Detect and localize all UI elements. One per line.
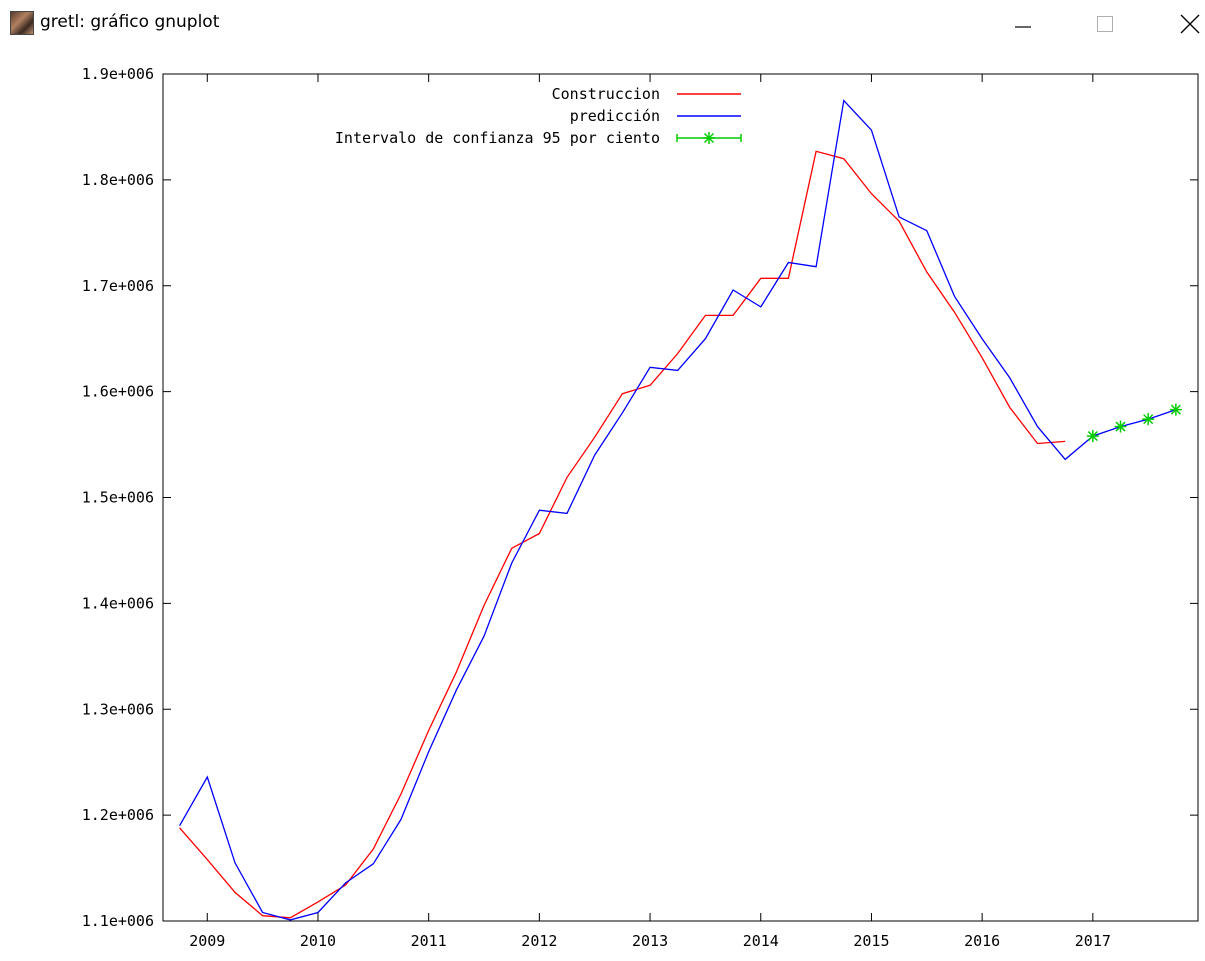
series-construccion-line: [179, 150, 1066, 919]
y-tick-label: 1.9e+006: [82, 65, 154, 83]
x-tick-label: 2011: [411, 932, 447, 950]
x-tick-label: 2012: [521, 932, 557, 950]
marker-stroke: [703, 132, 715, 144]
y-tick-label: 1.6e+006: [82, 383, 154, 401]
marker-stroke: [1087, 431, 1098, 442]
ci-point: [1114, 420, 1127, 433]
legend-star-marker: [703, 132, 715, 144]
marker-stroke: [1170, 404, 1181, 415]
legend-entry-construccion: Construccion: [552, 85, 741, 103]
y-tick-label: 1.3e+006: [82, 700, 154, 718]
x-tick-label: 2017: [1075, 932, 1111, 950]
gretl-app-icon[interactable]: [10, 11, 34, 35]
ci-point: [1086, 430, 1099, 443]
ci-point: [1142, 413, 1155, 426]
gnuplot-chart: 1.1e+006 1.2e+006 1.3e+006 1.4e+006 1.5e+006…: [82, 65, 1199, 950]
legend-label: Intervalo de confianza 95 por ciento: [335, 129, 660, 147]
y-tick-label: 1.1e+006: [82, 912, 154, 930]
y-tick-label: 1.2e+006: [82, 806, 154, 824]
minimize-icon: [1015, 26, 1031, 28]
plot-border: [162, 73, 1199, 922]
window-titlebar[interactable]: gretl: gráfico gnuplot: [0, 0, 1205, 56]
x-tick-label: 2016: [964, 932, 1000, 950]
legend-label: predicción: [570, 107, 660, 125]
series-prediccion-line: [179, 99, 1177, 921]
x-tick-label: 2014: [743, 932, 779, 950]
close-icon: [1180, 14, 1200, 34]
x-tick-label: 2015: [853, 932, 889, 950]
legend-label: Construccion: [552, 85, 660, 103]
y-tick-label: 1.5e+006: [82, 489, 154, 507]
marker-stroke: [1115, 421, 1126, 432]
window-title: gretl: gráfico gnuplot: [40, 12, 220, 32]
ci-point: [1169, 403, 1182, 416]
legend-entry-intervalo: Intervalo de confianza 95 por ciento: [335, 129, 742, 147]
x-tick-label: 2013: [632, 932, 668, 950]
x-tick-label: 2010: [300, 932, 336, 950]
maximize-icon: [1097, 16, 1113, 32]
y-tick-label: 1.7e+006: [82, 277, 154, 295]
close-button[interactable]: [1167, 6, 1205, 42]
y-tick-label: 1.8e+006: [82, 171, 154, 189]
maximize-button[interactable]: [1082, 6, 1128, 42]
minimize-button[interactable]: [1000, 6, 1046, 42]
y-tick-label: 1.4e+006: [82, 594, 154, 612]
legend-entry-prediccion: predicción: [570, 107, 741, 125]
x-tick-label: 2009: [189, 932, 225, 950]
marker-stroke: [1143, 414, 1154, 425]
